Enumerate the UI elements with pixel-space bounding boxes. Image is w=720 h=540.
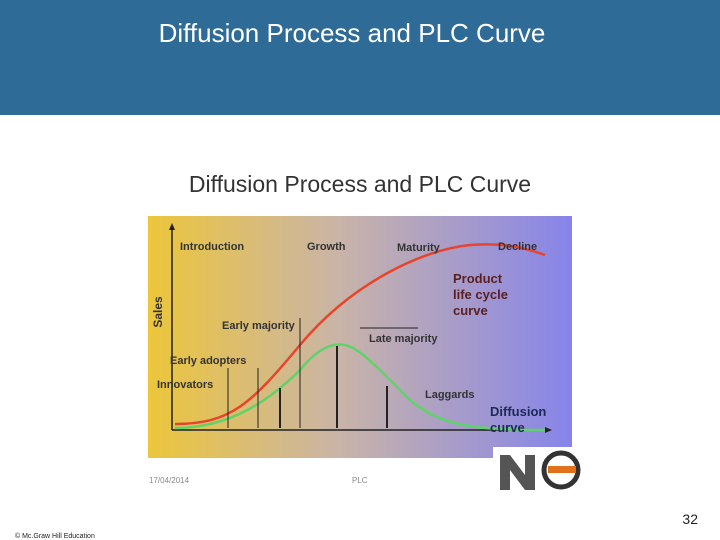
- figure-title: Diffusion Process and PLC Curve: [189, 171, 531, 197]
- stage-label: Growth: [307, 241, 346, 253]
- curve-label: curve: [453, 303, 488, 318]
- curve-label: life cycle: [453, 287, 508, 302]
- curve-label: Diffusion: [490, 404, 546, 419]
- date: 17/04/2014: [149, 476, 190, 485]
- arrow: [169, 223, 175, 230]
- stage-label: Introduction: [180, 241, 244, 253]
- adopter-label: Late majority: [369, 333, 438, 345]
- copyright: © Mc.Graw Hill Education: [15, 532, 95, 540]
- adopter-label: Early majority: [222, 320, 296, 332]
- caption: PLC: [352, 476, 368, 485]
- logo: [493, 447, 585, 493]
- adopter-label: Innovators: [157, 379, 213, 391]
- header-band: [0, 0, 720, 115]
- stage-label: Maturity: [397, 242, 441, 254]
- arrow: [545, 427, 552, 433]
- slide-title: Diffusion Process and PLC Curve: [159, 18, 546, 48]
- curve-label: Product: [453, 271, 503, 286]
- stage-label: Decline: [498, 241, 537, 253]
- adopter-label: Early adopters: [170, 355, 246, 367]
- adopter-label: Laggards: [425, 389, 475, 401]
- curve-label: curve: [490, 420, 525, 435]
- plc-curve: [174, 243, 546, 426]
- page-number: 32: [682, 511, 698, 527]
- axis-label: Sales: [151, 296, 165, 328]
